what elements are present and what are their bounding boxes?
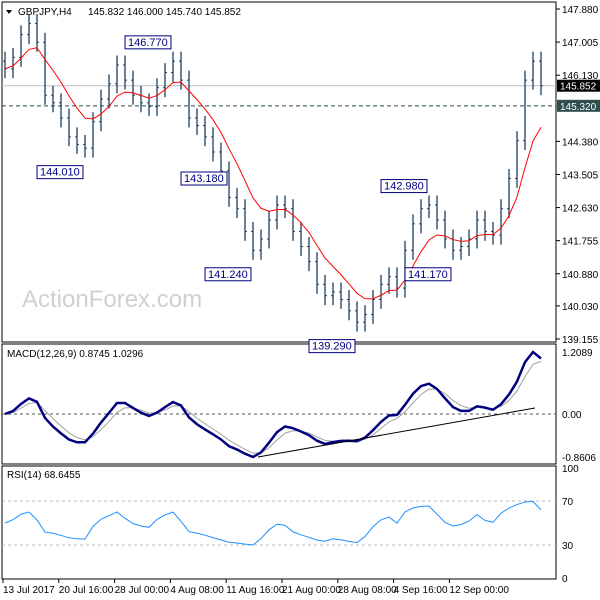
macd-title: MACD(12,26,9) 0.8745 1.0296 bbox=[7, 349, 144, 360]
price-panel bbox=[1, 1, 557, 343]
price-annotation-box bbox=[180, 171, 228, 186]
price-annotation-label: 146.770 bbox=[128, 37, 168, 49]
price-annotation-box bbox=[204, 267, 252, 282]
moving-average-line bbox=[4, 47, 542, 300]
macd-tick-label: 1.2089 bbox=[562, 348, 593, 359]
macd-line bbox=[4, 350, 542, 459]
x-tick-label: 21 Aug 00:00 bbox=[282, 585, 341, 596]
price-annotation-box bbox=[124, 35, 172, 50]
x-tick-label: 28 Jul 00:00 bbox=[115, 585, 170, 596]
dropdown-triangle-icon[interactable] bbox=[6, 10, 12, 14]
y-tick-label: 144.380 bbox=[562, 137, 599, 148]
price-annotation-label: 141.240 bbox=[208, 269, 248, 281]
x-tick-label: 4 Sep 16:00 bbox=[394, 585, 448, 596]
rsi-line bbox=[4, 500, 542, 546]
x-tick-label: 11 Aug 16:00 bbox=[226, 585, 285, 596]
x-tick-label: 4 Aug 08:00 bbox=[170, 585, 224, 596]
price-annotation-label: 142.980 bbox=[384, 181, 424, 193]
price-annotation-label: 144.010 bbox=[40, 167, 80, 179]
level-label: 145.320 bbox=[560, 102, 597, 113]
macd-tick-label: -0.8606 bbox=[562, 453, 596, 464]
price-annotation-box bbox=[404, 267, 452, 282]
rsi-tick-label: 70 bbox=[562, 497, 574, 508]
y-tick-label: 139.155 bbox=[562, 335, 599, 346]
rsi-tick-label: 100 bbox=[562, 464, 579, 475]
macd-panel bbox=[1, 343, 557, 465]
price-annotation-box bbox=[308, 339, 356, 354]
x-tick-label: 20 Jul 16:00 bbox=[59, 585, 114, 596]
y-tick-label: 143.505 bbox=[562, 170, 599, 181]
current-price-label: 145.852 bbox=[560, 82, 597, 93]
price-annotation-label: 141.170 bbox=[408, 269, 448, 281]
macd-tick-label: 0.00 bbox=[562, 410, 582, 421]
price-annotation-box bbox=[36, 165, 84, 180]
price-annotation-box bbox=[380, 179, 428, 194]
x-tick-label: 13 Jul 2017 bbox=[3, 585, 55, 596]
rsi-tick-label: 0 bbox=[562, 574, 568, 585]
symbol-title: GBPJPY,H4 bbox=[18, 7, 72, 18]
ohlc-values: 145.832 146.000 145.740 145.852 bbox=[88, 7, 241, 18]
y-tick-label: 141.755 bbox=[562, 237, 599, 248]
x-tick-label: 28 Aug 08:00 bbox=[338, 585, 397, 596]
y-tick-label: 147.005 bbox=[562, 38, 599, 49]
rsi-tick-label: 30 bbox=[562, 541, 574, 552]
macd-signal-line bbox=[4, 360, 542, 454]
x-tick-label: 12 Sep 00:00 bbox=[449, 585, 509, 596]
current-price-tag bbox=[557, 79, 600, 92]
y-tick-label: 146.130 bbox=[562, 71, 599, 82]
y-tick-label: 142.630 bbox=[562, 204, 599, 215]
rsi-title: RSI(14) 68.6455 bbox=[7, 470, 81, 481]
rsi-panel bbox=[1, 465, 557, 580]
y-tick-label: 140.880 bbox=[562, 270, 599, 281]
y-tick-label: 147.880 bbox=[562, 5, 599, 16]
watermark: ActionForex.com bbox=[22, 286, 202, 313]
price-annotation-label: 143.180 bbox=[184, 173, 224, 185]
macd-trendline bbox=[257, 407, 536, 458]
price-annotation-label: 139.290 bbox=[312, 341, 352, 353]
level-tag bbox=[557, 99, 600, 112]
y-tick-label: 140.030 bbox=[562, 302, 599, 313]
